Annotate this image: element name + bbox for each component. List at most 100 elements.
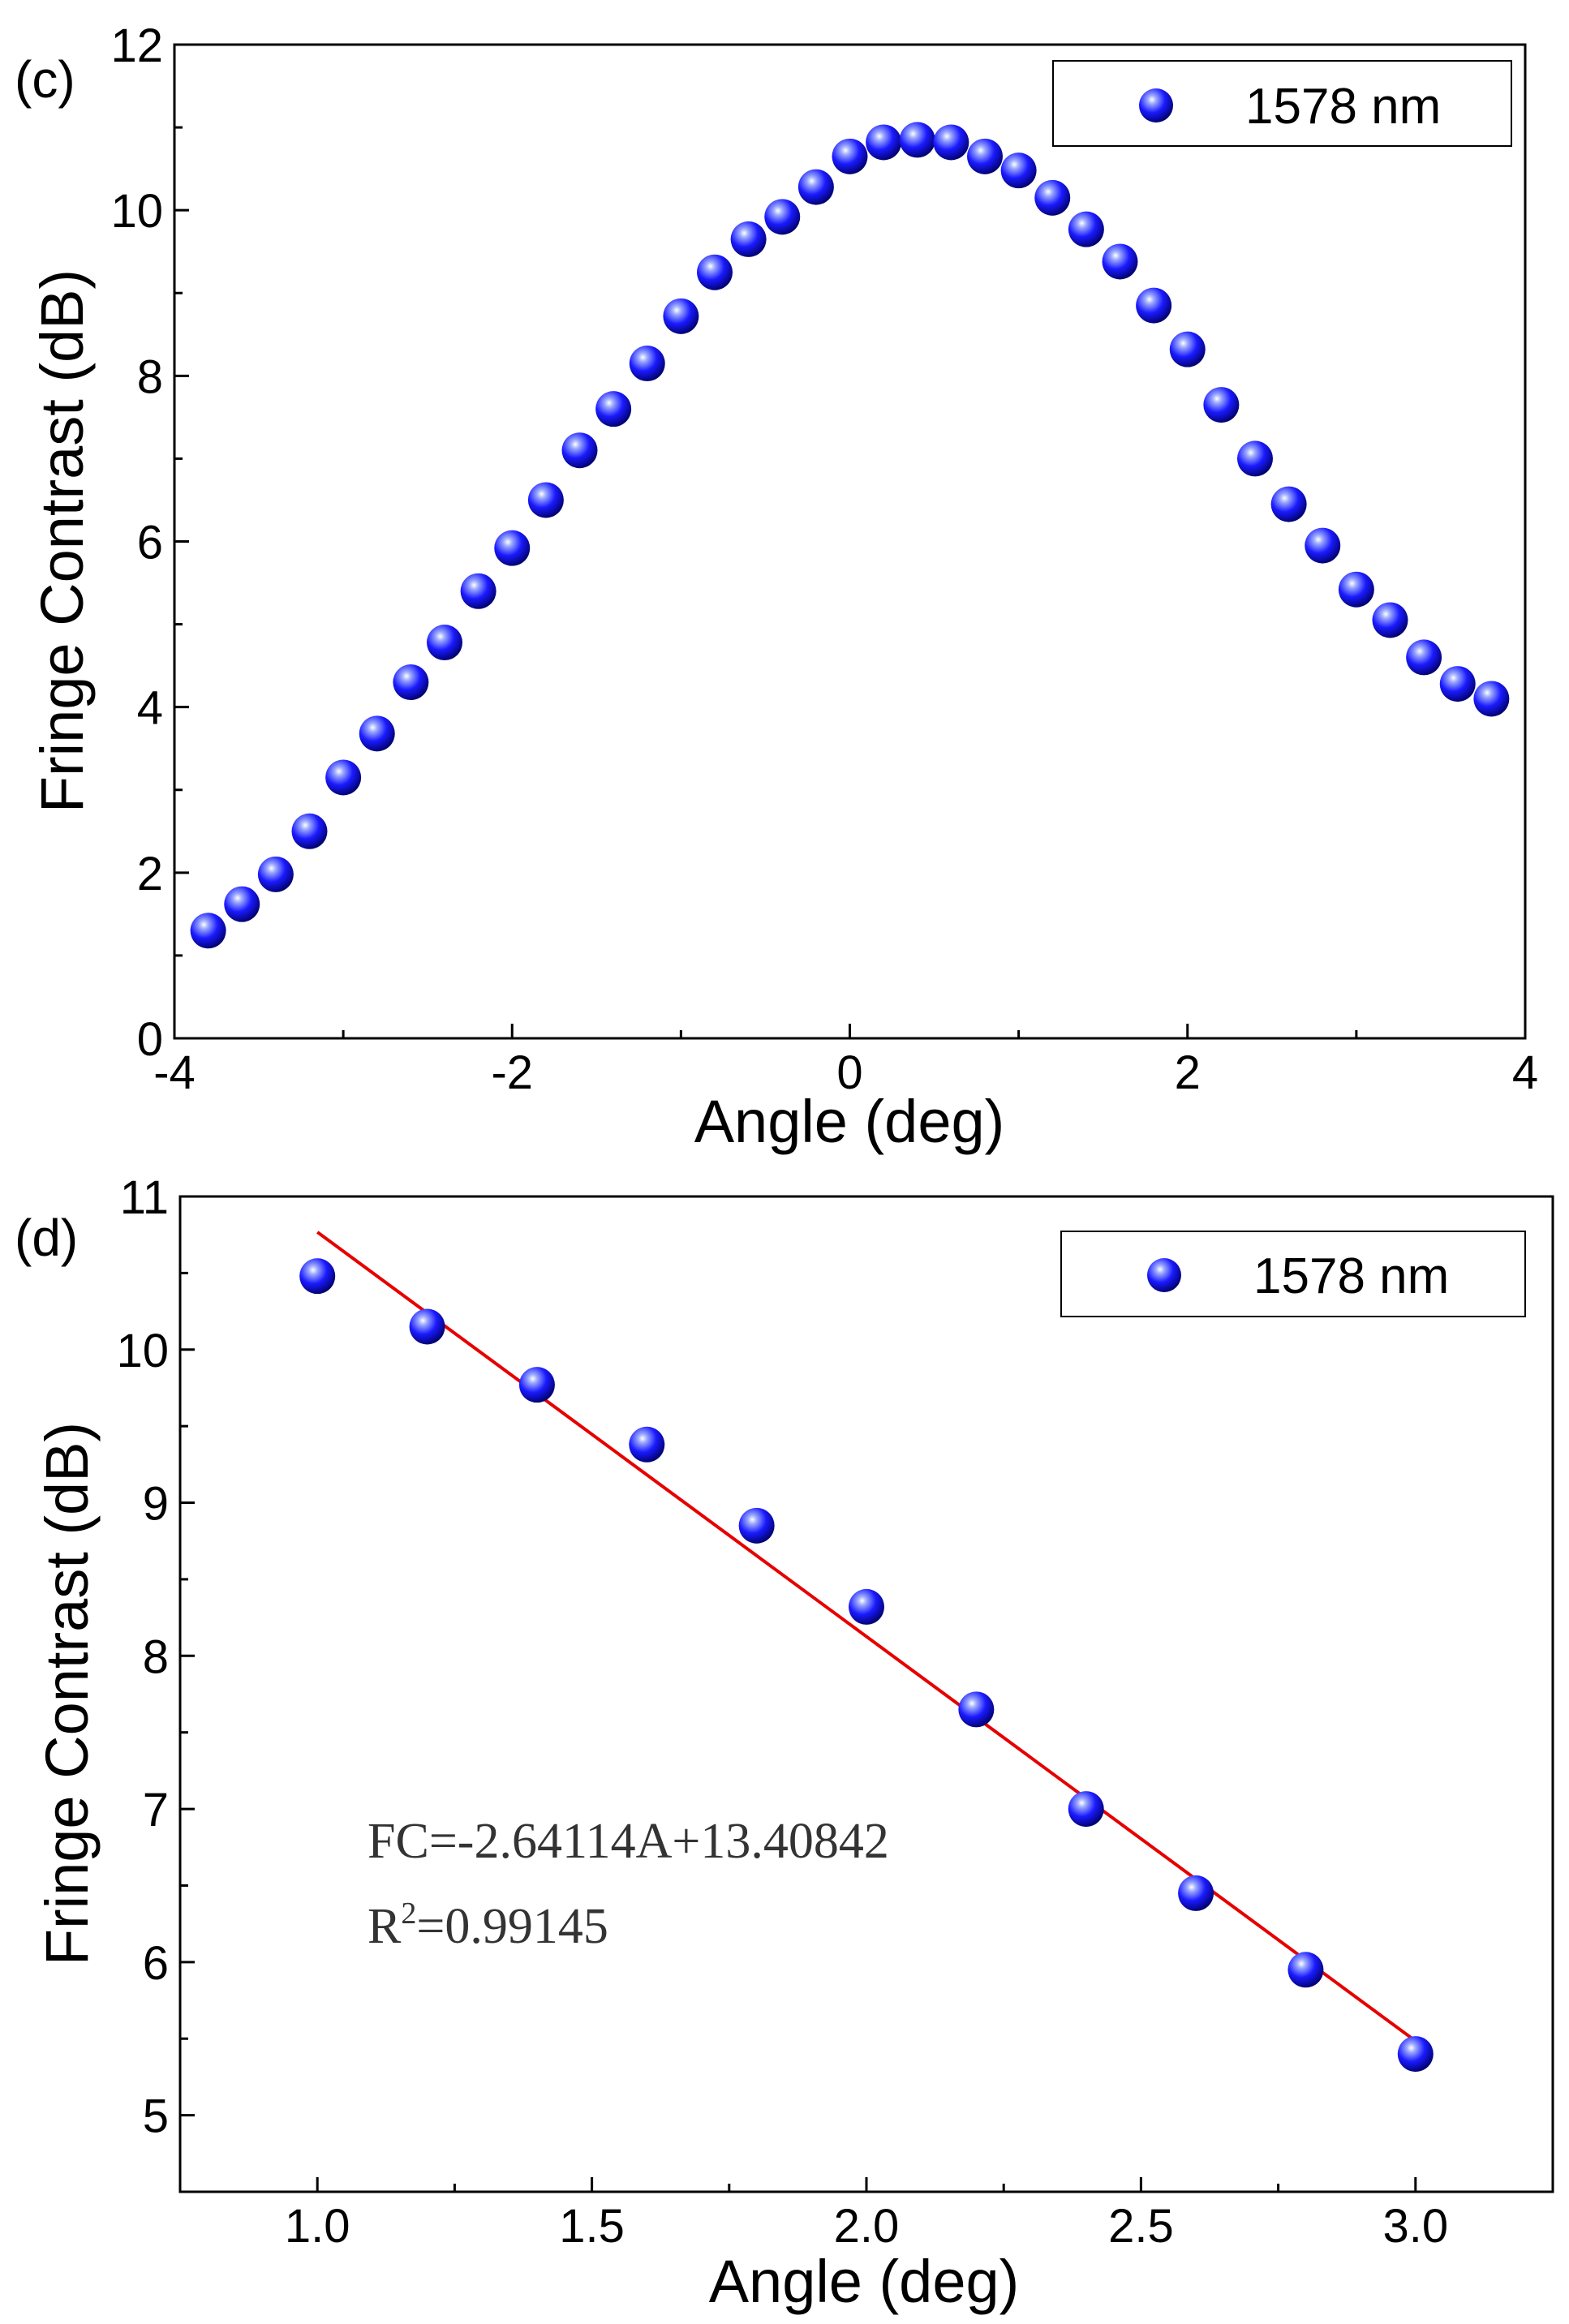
y-tick-label-d: 11: [120, 1171, 169, 1224]
x-ticks-d: 1.0 1.5 2.0 2.5 3.0: [178, 2177, 1554, 2253]
data-point-c: [257, 856, 294, 892]
y-tick-label-c: 2: [137, 848, 163, 900]
data-point-d: [1287, 1952, 1324, 1988]
plot-frame-d: [178, 1195, 1554, 2193]
data-point-c: [764, 199, 801, 235]
legend-d: 1578 nm: [1060, 1231, 1526, 1317]
data-point-d: [1397, 2036, 1434, 2073]
data-point-d: [1178, 1875, 1214, 1911]
legend-label-c: 1578 nm: [1245, 79, 1441, 135]
data-point-c: [1068, 211, 1104, 247]
x-tick-label-c: 4: [1512, 1046, 1538, 1099]
data-point-c: [427, 625, 462, 661]
y-ticks-c: 0 2 4 6 8 10 12: [110, 19, 189, 1066]
x-tick-label-c: -2: [491, 1046, 533, 1099]
data-point-c: [697, 254, 733, 290]
y-tick-label-d: 10: [116, 1325, 169, 1377]
data-point-c: [629, 346, 665, 382]
data-point-d: [629, 1426, 665, 1463]
y-tick-label-d: 9: [143, 1478, 169, 1531]
chart-panel-c: 0 2 4 6 8 10 12 -4 -2 0 2 4 (c) Angle (deg) Fringe…: [15, 19, 1538, 1155]
data-point-c: [1439, 666, 1476, 702]
data-point-c: [359, 715, 395, 752]
data-point-c: [1203, 387, 1240, 423]
data-point-d: [738, 1507, 775, 1544]
data-point-c: [1102, 243, 1138, 280]
data-point-c: [730, 221, 767, 257]
legend-marker-c: [1139, 88, 1173, 122]
data-point-c: [1000, 152, 1037, 189]
data-point-c: [797, 169, 834, 205]
y-tick-label-d: 6: [143, 1937, 169, 1990]
legend-marker-d: [1147, 1258, 1181, 1292]
y-axis-label-d: Fringe Contrast (dB): [33, 1422, 101, 1965]
y-tick-label-c: 6: [137, 517, 163, 569]
data-point-c: [1270, 486, 1307, 522]
data-point-d: [849, 1588, 884, 1625]
data-point-d: [958, 1691, 995, 1728]
y-tick-label-c: 8: [137, 350, 163, 403]
y-tick-label-d: 5: [143, 2090, 169, 2143]
data-point-c: [393, 664, 429, 701]
data-point-c: [1305, 527, 1341, 564]
y-tick-label-c: 4: [137, 682, 163, 735]
x-ticks-c: -4 -2 0 2 4: [153, 1024, 1538, 1099]
x-tick-label-d: 1.0: [285, 2200, 350, 2253]
legend-label-d: 1578 nm: [1253, 1248, 1449, 1304]
data-point-c: [527, 482, 564, 518]
y-tick-label-c: 0: [137, 1013, 163, 1066]
data-point-c: [190, 913, 226, 949]
data-point-c: [1169, 331, 1206, 367]
data-point-c: [1034, 179, 1071, 216]
data-point-c: [325, 759, 362, 796]
x-tick-label-c: 2: [1175, 1046, 1201, 1099]
fit-r-squared: R2=0.99145: [368, 1897, 608, 1954]
fit-line-d: [316, 1231, 1416, 2043]
x-tick-label-d: 2.5: [1108, 2200, 1174, 2253]
data-point-c: [933, 124, 969, 161]
x-axis-label-c: Angle (deg): [694, 1088, 1005, 1155]
data-point-d: [1068, 1791, 1104, 1828]
data-point-d: [409, 1308, 445, 1345]
fit-r-squared-value: =0.99145: [416, 1899, 608, 1954]
data-point-c: [967, 138, 1003, 174]
y-ticks-d: 5 6 7 8 9 10 11: [116, 1171, 195, 2143]
y-tick-label-d: 7: [143, 1784, 169, 1836]
data-point-c: [460, 573, 496, 609]
fit-equation: FC=-2.64114A+13.40842: [368, 1814, 889, 1869]
data-point-d: [518, 1367, 555, 1403]
data-point-c: [1372, 602, 1408, 638]
panel-label-d: (d): [15, 1209, 78, 1267]
y-tick-label-c: 10: [110, 185, 163, 238]
x-tick-label-c: 0: [836, 1046, 862, 1099]
data-point-c: [1237, 440, 1273, 477]
data-points-d: [299, 1258, 1434, 2073]
y-axis-label-c: Fringe Contrast (dB): [28, 269, 96, 813]
data-point-c: [1136, 287, 1172, 324]
data-point-c: [866, 124, 902, 161]
data-point-c: [1406, 639, 1442, 676]
x-tick-label-c: -4: [153, 1046, 196, 1099]
x-tick-label-d: 2.0: [834, 2200, 900, 2253]
x-tick-label-d: 3.0: [1382, 2200, 1448, 2253]
data-point-c: [899, 122, 935, 158]
x-tick-label-d: 1.5: [559, 2200, 625, 2253]
x-axis-label-d: Angle (deg): [709, 2248, 1020, 2315]
data-point-c: [1338, 571, 1374, 608]
data-point-c: [561, 432, 598, 469]
data-point-c: [1473, 681, 1510, 717]
data-point-c: [595, 391, 632, 427]
legend-c: 1578 nm: [1052, 60, 1512, 147]
data-point-c: [224, 886, 260, 922]
chart-panel-d: 5 6 7 8 9 10 11 1.0 1.5 2.0 2.5 3.0 (d) Angle (deg…: [15, 1171, 1554, 2315]
data-point-c: [291, 813, 328, 849]
panel-label-c: (c): [15, 50, 75, 109]
data-points-c: [190, 122, 1510, 949]
data-point-c: [494, 530, 531, 566]
y-tick-label-d: 8: [143, 1630, 169, 1683]
data-point-d: [299, 1258, 336, 1295]
y-tick-label-c: 12: [110, 19, 163, 72]
data-point-c: [663, 298, 699, 334]
legend-box-c: [1052, 60, 1512, 147]
